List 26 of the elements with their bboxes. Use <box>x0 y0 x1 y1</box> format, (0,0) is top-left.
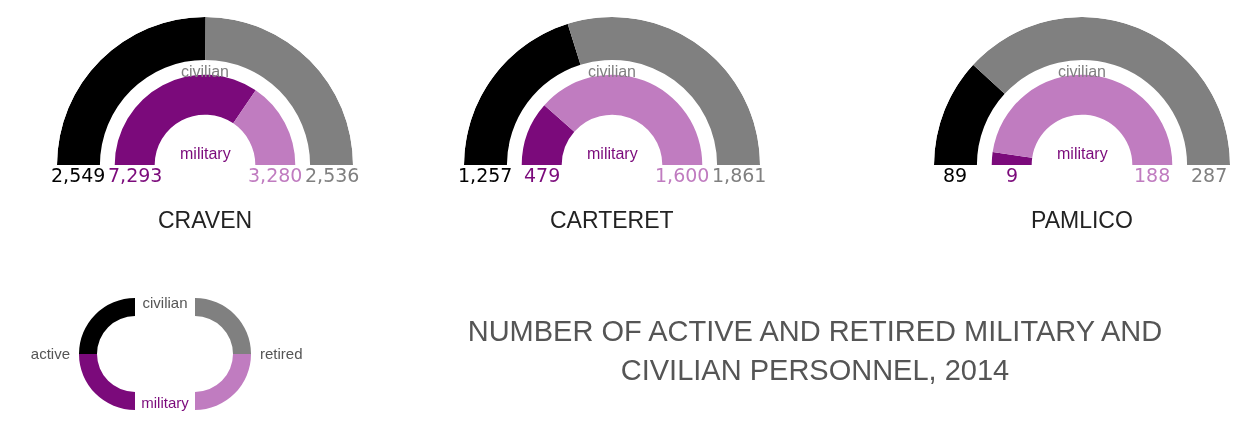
data-label: 1,861 <box>712 164 767 186</box>
data-label: 7,293 <box>108 164 163 186</box>
slice-label: civilian <box>181 63 230 80</box>
data-label: 89 <box>943 164 968 186</box>
text: military <box>141 394 189 411</box>
data-label: 2,549 <box>51 164 106 186</box>
data-label: 479 <box>524 164 561 186</box>
data-label: 1,600 <box>655 164 710 186</box>
data-label: 3,280 <box>248 164 303 186</box>
text: PAMLICO <box>1031 207 1133 233</box>
data-label: 188 <box>1134 164 1171 186</box>
data-label: 287 <box>1191 164 1228 186</box>
slice-label: civilian <box>588 63 637 80</box>
text: CRAVEN <box>158 207 253 233</box>
slice-label: civilian <box>1058 63 1107 80</box>
slice-label: military <box>1057 145 1108 162</box>
data-label: 9 <box>1006 164 1019 186</box>
text: civilian <box>142 294 188 311</box>
slice-label: military <box>180 145 231 162</box>
slice-label: military <box>587 145 638 162</box>
category-label: retired <box>260 345 303 362</box>
text: NUMBER OF ACTIVE AND RETIRED MILITARY AND CIVILIAN PERSONNEL, 2014 <box>466 314 1164 389</box>
data-label: 2,536 <box>305 164 360 186</box>
text: CARTERET <box>550 207 674 233</box>
data-label: 1,257 <box>458 164 513 186</box>
category-label: active <box>30 345 70 362</box>
